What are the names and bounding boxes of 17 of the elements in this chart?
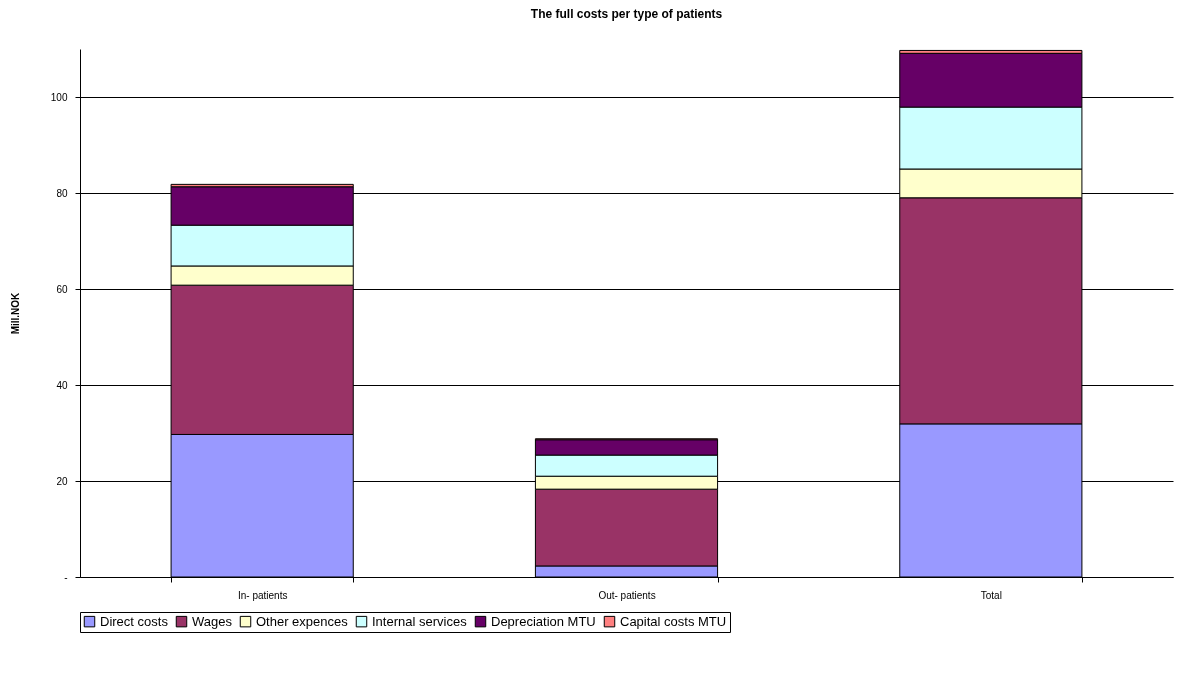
y-tick-label: 20 (56, 475, 68, 487)
x-tick-label: Total (980, 589, 1002, 601)
y-tick-label: 80 (56, 187, 68, 199)
x-tick-label: In- patients (237, 589, 288, 601)
legend-label: Direct costs (100, 613, 169, 629)
legend-label: Wages (192, 613, 233, 629)
legend-label: Capital costs MTU (620, 613, 727, 629)
y-tick-label: - (64, 571, 68, 583)
legend-label: Other expences (256, 613, 349, 629)
legend-label: Depreciation MTU (491, 613, 596, 629)
y-tick-label: 100 (50, 91, 68, 103)
chart-title: The full costs per type of patients (530, 7, 723, 21)
y-axis-title: Mill.NOK (9, 291, 21, 335)
legend-label: Internal services (372, 613, 468, 629)
x-tick-label: Out- patients (598, 589, 656, 601)
y-tick-label: 40 (56, 379, 68, 391)
y-tick-label: 60 (56, 283, 68, 295)
